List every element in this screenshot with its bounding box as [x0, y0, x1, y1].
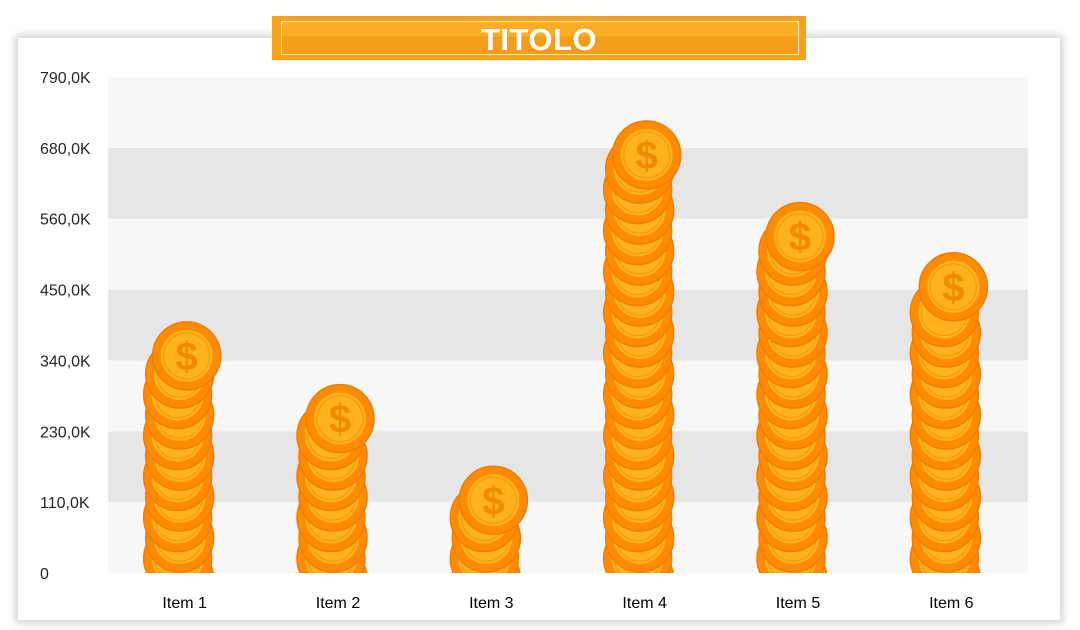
plot-band [108, 77, 1028, 148]
coin-icon: $ [458, 465, 529, 536]
coin-bar: $ [756, 201, 835, 573]
coin-bar: $ [296, 383, 375, 573]
y-tick-label: 560,0K [40, 212, 91, 229]
chart-title-banner: TITOLO [272, 16, 806, 60]
y-tick-label: 790,0K [40, 70, 91, 87]
y-axis: 0 110,0K 230,0K 340,0K 450,0K 560,0K 680,0K 790… [40, 70, 91, 583]
svg-text:$: $ [329, 398, 351, 442]
chart-title-frame [281, 21, 799, 55]
plot-band [108, 218, 1028, 290]
plot-bands [108, 77, 1028, 573]
svg-text:$: $ [176, 335, 198, 379]
y-tick-label: 680,0K [40, 141, 91, 158]
coin-bar: $ [909, 252, 989, 573]
y-tick-label: 230,0K [40, 424, 91, 441]
coin-icon: $ [305, 383, 375, 454]
coin-bar: $ [449, 465, 529, 573]
svg-text:$: $ [789, 216, 811, 260]
plot-band [108, 431, 1028, 503]
x-category-label: Item 4 [622, 595, 667, 612]
x-category-label: Item 2 [316, 595, 361, 612]
plot-band [108, 360, 1028, 432]
y-tick-label: 0 [40, 566, 49, 583]
y-tick-label: 340,0K [40, 353, 91, 370]
coin-icon: $ [918, 252, 989, 322]
x-category-label: Item 3 [469, 595, 514, 612]
plot-band [108, 502, 1028, 573]
coin-bar: $ [142, 321, 222, 573]
x-category-label: Item 6 [929, 595, 974, 612]
coin-bar: $ [602, 120, 682, 573]
svg-text:$: $ [482, 479, 504, 523]
x-axis: Item 1 Item 2 Item 3 Item 4 Item 5 Item 6 [162, 595, 973, 612]
plot-band [108, 147, 1028, 219]
coin-icon: $ [611, 120, 682, 190]
plot-band [108, 289, 1028, 361]
y-tick-label: 450,0K [40, 283, 91, 300]
coin-icon: $ [151, 321, 222, 391]
x-category-label: Item 5 [776, 595, 821, 612]
x-category-label: Item 1 [162, 595, 207, 612]
coin-bars: $ $ $ $ $ $ [142, 120, 989, 573]
y-tick-label: 110,0K [40, 495, 90, 512]
coin-icon: $ [765, 201, 835, 272]
svg-text:$: $ [636, 134, 658, 178]
chart-title: TITOLO [480, 22, 598, 57]
svg-text:$: $ [942, 266, 964, 310]
